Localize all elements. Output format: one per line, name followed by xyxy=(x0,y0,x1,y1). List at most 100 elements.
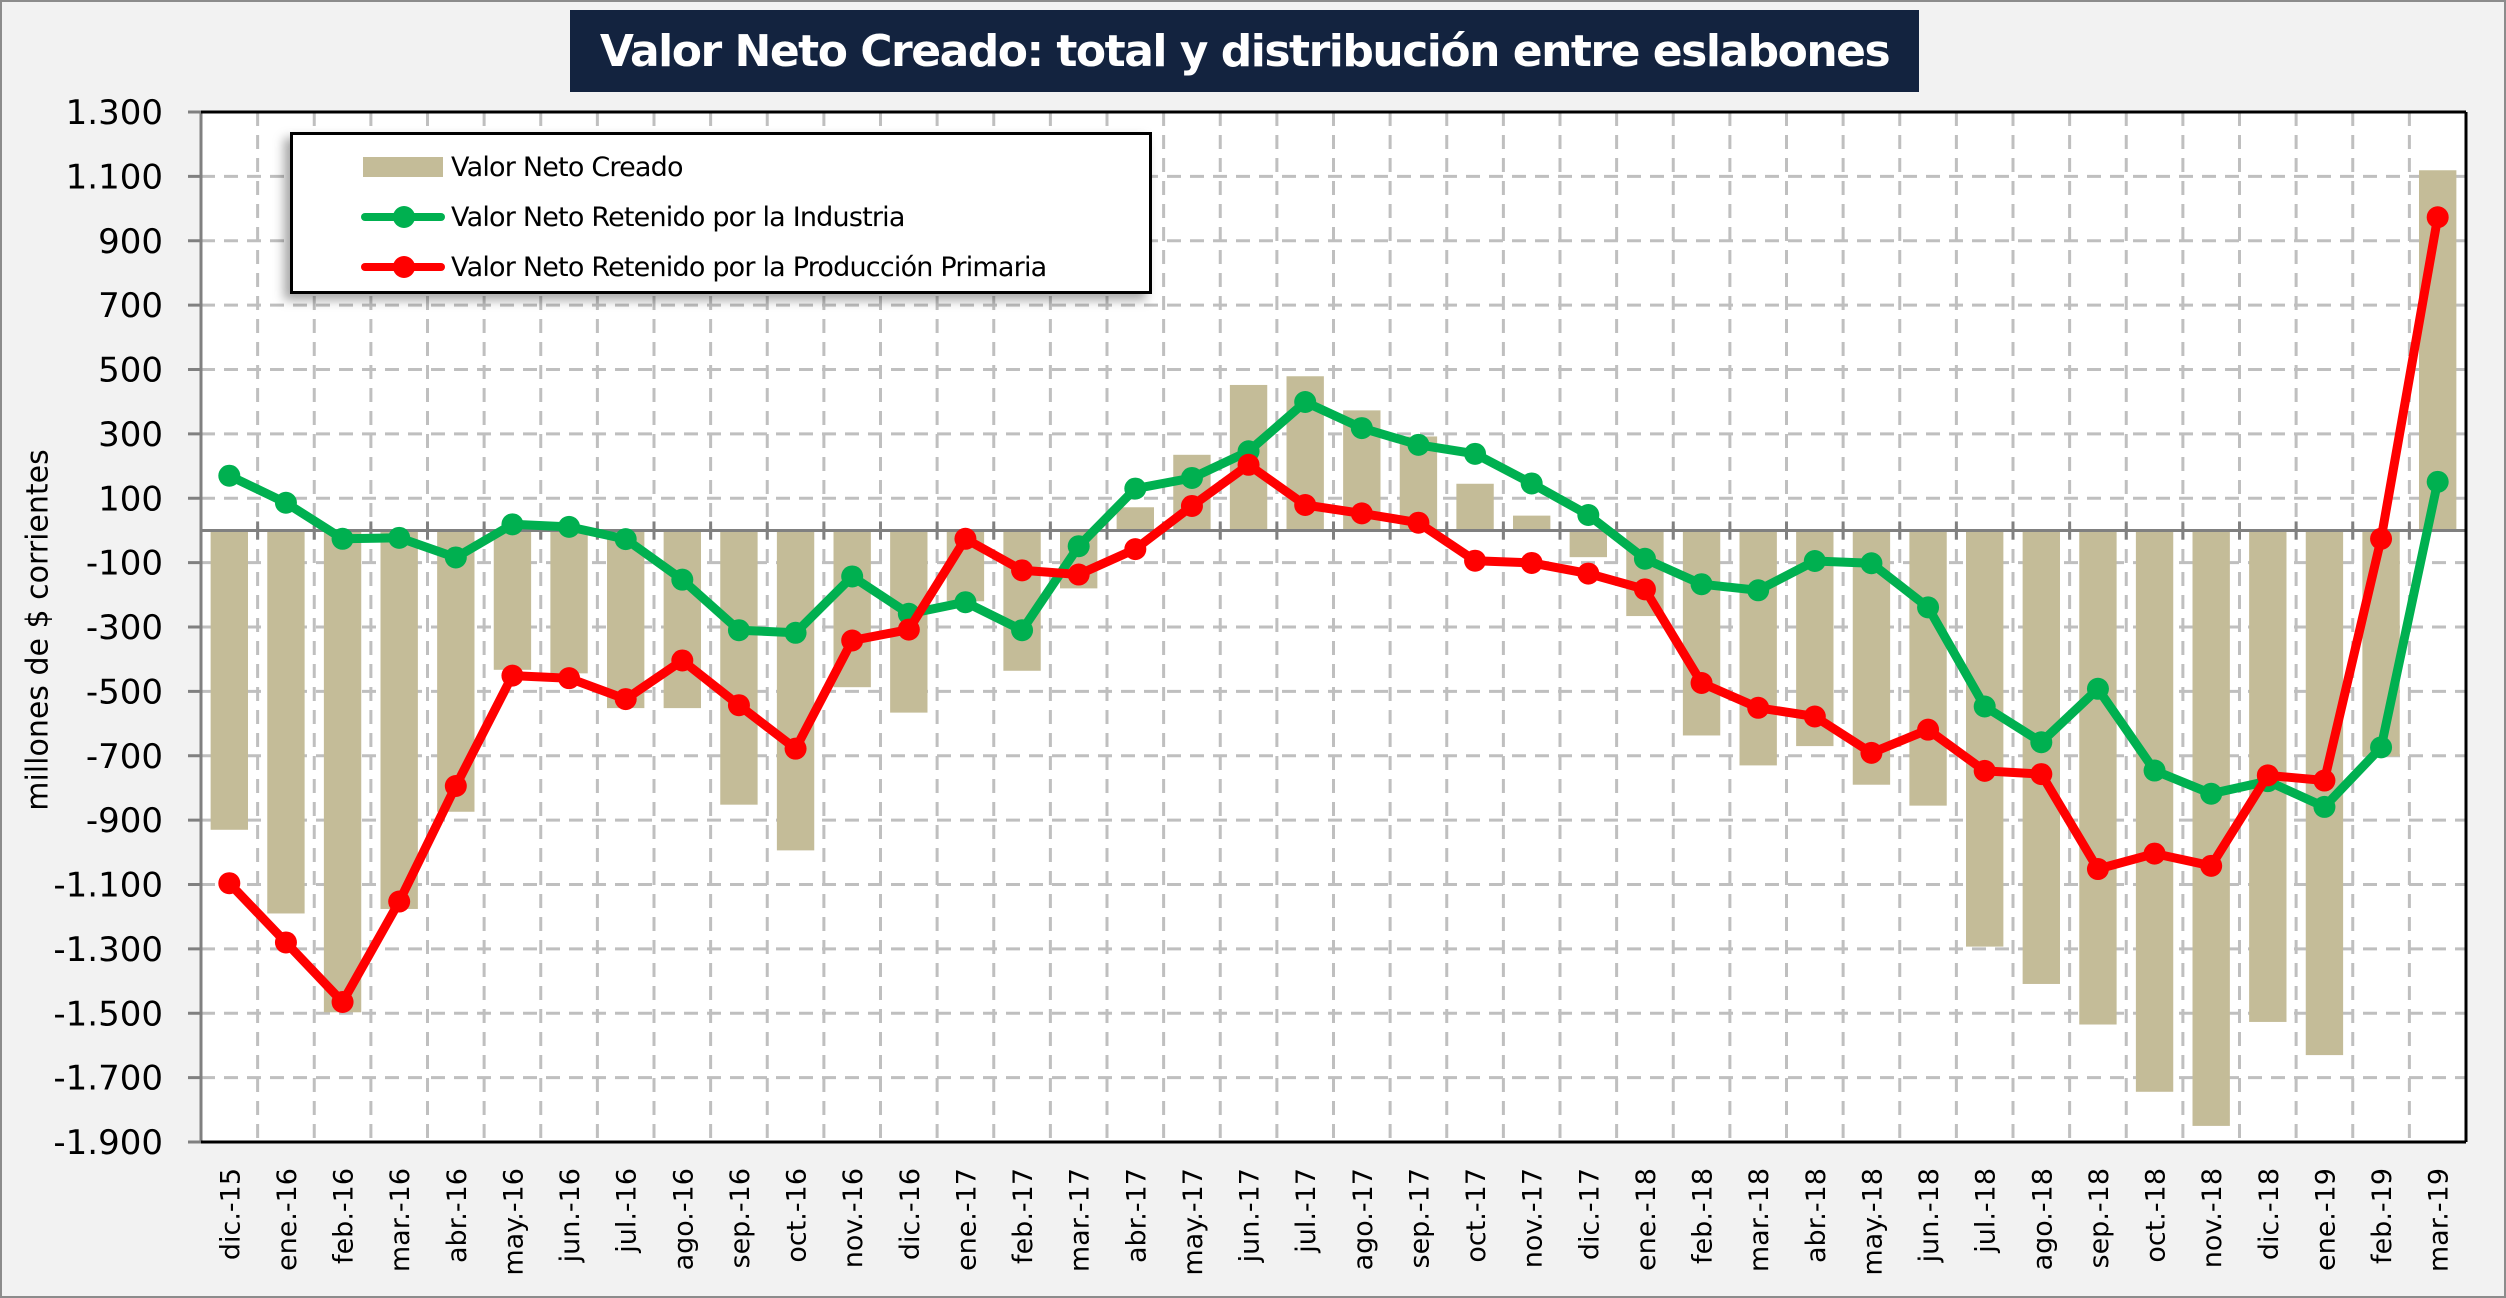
bar-feb.-16 xyxy=(323,530,362,1013)
marker-1-nov.-16 xyxy=(841,565,864,588)
bar-ene.-16 xyxy=(267,530,305,914)
marker-1-jul.-17 xyxy=(1294,391,1317,414)
legend-marker-icon xyxy=(393,256,415,278)
marker-1-oct.-16 xyxy=(784,621,807,644)
marker-2-jul.-16 xyxy=(614,688,637,711)
bar-oct.-18 xyxy=(2135,530,2174,1092)
marker-2-dic.-15 xyxy=(218,872,241,895)
y-tick-label: -300 xyxy=(86,608,163,648)
marker-2-feb.-18 xyxy=(1690,672,1713,695)
marker-1-feb.-17 xyxy=(1011,619,1034,642)
marker-1-may.-18 xyxy=(1860,552,1883,575)
marker-2-ene.-19 xyxy=(2313,769,2336,792)
bar-jun.-18 xyxy=(1909,530,1947,806)
x-tick-label: jun.-16 xyxy=(555,1168,586,1263)
marker-1-ene.-18 xyxy=(1633,547,1656,570)
marker-2-oct.-18 xyxy=(2143,842,2166,865)
x-tick-label: abr.-16 xyxy=(442,1168,473,1263)
x-tick-label: nov.-18 xyxy=(2197,1168,2228,1268)
bar-oct.-17 xyxy=(1456,483,1494,531)
bar-oct.-16 xyxy=(776,530,815,851)
marker-2-may.-18 xyxy=(1860,741,1883,764)
legend: Valor Neto Creado Valor Neto Retenido po… xyxy=(290,132,1152,294)
marker-2-jun.-17 xyxy=(1237,453,1260,476)
marker-2-oct.-16 xyxy=(784,737,807,760)
bar-mar.-18 xyxy=(1739,530,1777,766)
marker-2-sep.-16 xyxy=(727,694,750,717)
bar-abr.-17 xyxy=(1116,507,1154,531)
x-tick-label: feb.-16 xyxy=(329,1168,360,1264)
x-tick-label: jul.-17 xyxy=(1291,1168,1322,1254)
bar-feb.-18 xyxy=(1682,530,1721,736)
marker-2-sep.-17 xyxy=(1407,511,1430,534)
marker-2-mar.-19 xyxy=(2426,206,2449,229)
x-tick-label: nov.-16 xyxy=(838,1168,869,1268)
bar-dic.-15 xyxy=(210,530,248,830)
x-tick-label: jun.-17 xyxy=(1235,1168,1266,1263)
legend-label: Valor Neto Retenido por la Producción Pr… xyxy=(451,251,1047,283)
marker-1-sep.-16 xyxy=(727,619,750,642)
marker-1-nov.-18 xyxy=(2200,782,2223,805)
y-tick-label: 700 xyxy=(98,286,163,326)
marker-2-oct.-17 xyxy=(1464,549,1487,572)
bar-nov.-18 xyxy=(2192,530,2230,1126)
marker-1-jul.-18 xyxy=(1973,695,1996,718)
legend-bar-icon xyxy=(363,157,443,177)
x-tick-label: ene.-19 xyxy=(2310,1168,2341,1271)
x-tick-label: sep.-18 xyxy=(2084,1168,2115,1269)
bar-dic.-17 xyxy=(1569,530,1607,558)
marker-2-jul.-18 xyxy=(1973,759,1996,782)
x-tick-label: mar.-17 xyxy=(1065,1168,1096,1272)
marker-2-sep.-18 xyxy=(2086,858,2109,881)
marker-1-mar.-16 xyxy=(388,526,411,549)
marker-1-abr.-17 xyxy=(1124,477,1147,500)
y-tick-label: 1.300 xyxy=(66,93,163,133)
bar-ago.-18 xyxy=(2022,530,2060,984)
marker-2-feb.-19 xyxy=(2370,527,2393,550)
legend-label: Valor Neto Creado xyxy=(451,151,684,183)
legend-item-produccion-primaria: Valor Neto Retenido por la Producción Pr… xyxy=(361,247,1047,287)
marker-1-jul.-16 xyxy=(614,528,637,551)
bar-jun.-16 xyxy=(550,530,588,674)
marker-2-dic.-17 xyxy=(1577,562,1600,585)
series-line-2 xyxy=(226,216,2443,1007)
bar-ago.-16 xyxy=(663,530,701,709)
x-tick-label: nov.-17 xyxy=(1518,1168,1549,1268)
x-tick-label: mar.-18 xyxy=(1744,1168,1775,1272)
x-tick-label: jul.-16 xyxy=(612,1168,643,1254)
marker-2-abr.-17 xyxy=(1124,538,1147,561)
marker-1-abr.-16 xyxy=(444,546,467,569)
x-tick-label: feb.-18 xyxy=(1688,1168,1719,1264)
marker-1-jun.-18 xyxy=(1917,596,1940,619)
marker-2-may.-17 xyxy=(1180,494,1203,517)
y-tick-label: -500 xyxy=(86,672,163,712)
marker-1-mar.-19 xyxy=(2426,470,2449,493)
marker-2-abr.-16 xyxy=(444,775,467,798)
marker-2-abr.-18 xyxy=(1803,705,1826,728)
marker-1-jun.-16 xyxy=(558,515,581,538)
x-tick-label: ago.-18 xyxy=(2027,1168,2058,1270)
x-tick-label: sep.-17 xyxy=(1404,1168,1435,1269)
x-tick-label: abr.-18 xyxy=(1801,1168,1832,1263)
x-tick-label: dic.-18 xyxy=(2254,1168,2285,1260)
x-tick-label: dic.-16 xyxy=(895,1168,926,1260)
marker-1-feb.-16 xyxy=(331,527,354,550)
x-tick-label: may.-16 xyxy=(498,1168,529,1276)
y-tick-label: 900 xyxy=(98,222,163,262)
marker-2-jul.-17 xyxy=(1294,494,1317,517)
marker-1-may.-17 xyxy=(1180,466,1203,489)
legend-item-valor-neto-creado: Valor Neto Creado xyxy=(361,147,684,187)
marker-2-dic.-18 xyxy=(2256,764,2279,787)
x-tick-label: may.-17 xyxy=(1178,1168,1209,1276)
legend-swatch-line xyxy=(361,197,445,237)
marker-1-feb.-18 xyxy=(1690,573,1713,596)
x-tick-label: jul.-18 xyxy=(1971,1168,2002,1254)
bar-sep.-18 xyxy=(2079,530,2117,1025)
chart-title: Valor Neto Creado: total y distribución … xyxy=(570,10,1919,92)
y-tick-label: -100 xyxy=(86,544,163,584)
x-tick-label: dic.-15 xyxy=(215,1168,246,1260)
series-line-1 xyxy=(227,397,2443,812)
x-tick-label: sep.-16 xyxy=(725,1168,756,1269)
marker-1-ago.-18 xyxy=(2030,731,2053,754)
